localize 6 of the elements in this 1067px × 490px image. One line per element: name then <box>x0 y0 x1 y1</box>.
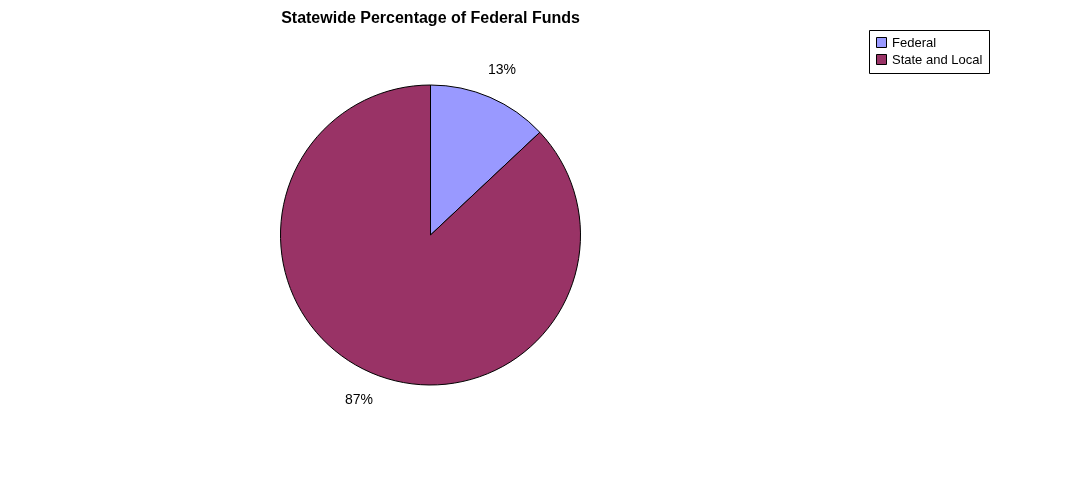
data-label: 87% <box>345 391 374 408</box>
legend-label: Federal <box>892 34 937 50</box>
chart-title: Statewide Percentage of Federal Funds <box>281 9 580 26</box>
pie-slice <box>280 84 581 386</box>
legend-label: State and Local <box>892 51 983 67</box>
data-label: 13% <box>487 60 516 77</box>
